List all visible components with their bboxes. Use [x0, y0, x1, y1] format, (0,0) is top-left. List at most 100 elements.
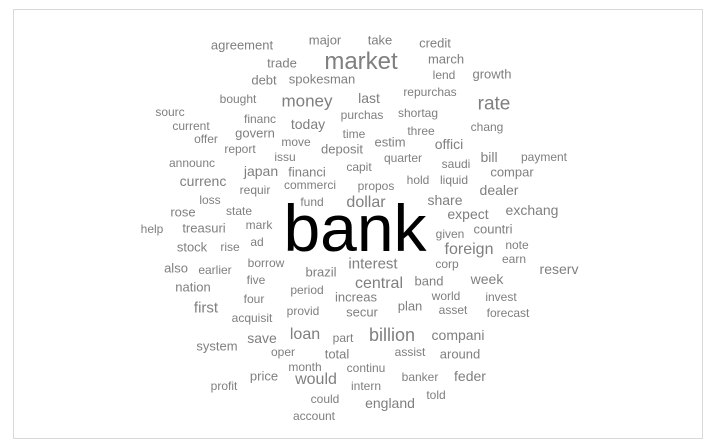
cloud-word-mark: mark [245, 218, 273, 232]
cloud-word-central: central [354, 275, 404, 292]
cloud-word-rate: rate [477, 93, 511, 115]
cloud-word-corp: corp [435, 257, 459, 271]
cloud-word-market: market [324, 48, 398, 75]
cloud-word-price: price [249, 368, 279, 384]
cloud-word-forecast: forecast [486, 306, 530, 320]
cloud-word-note: note [505, 238, 529, 252]
cloud-word-compar: compar [490, 164, 534, 180]
cloud-word-requir: requir [239, 183, 271, 197]
word-cloud-frame [13, 9, 703, 439]
cloud-word-shortag: shortag [397, 106, 439, 120]
cloud-word-ad: ad [250, 235, 264, 249]
cloud-word-nation: nation [175, 279, 211, 295]
cloud-word-also: also [164, 260, 188, 276]
cloud-word-five: five [246, 273, 266, 287]
cloud-word-rise: rise [220, 240, 240, 254]
cloud-word-financ: financ [243, 112, 277, 126]
cloud-word-provid: provid [286, 304, 320, 318]
cloud-word-offici: offici [434, 136, 464, 152]
cloud-word-trade: trade [267, 55, 297, 71]
cloud-word-account: account [292, 409, 336, 423]
cloud-word-estim: estim [374, 134, 406, 150]
cloud-word-banker: banker [401, 370, 439, 384]
cloud-word-system: system [196, 338, 238, 354]
cloud-word-govern: govern [235, 125, 275, 141]
cloud-word-feder: feder [454, 368, 486, 384]
cloud-word-invest: invest [485, 290, 517, 304]
cloud-word-week: week [470, 271, 504, 287]
cloud-word-plan: plan [397, 298, 423, 314]
cloud-word-payment: payment [520, 150, 568, 164]
cloud-word-japan: japan [243, 163, 279, 179]
cloud-word-world: world [431, 289, 461, 303]
cloud-word-could: could [310, 392, 340, 406]
cloud-word-agreement: agreement [210, 37, 274, 53]
cloud-word-month: month [288, 360, 322, 374]
cloud-word-report: report [224, 142, 256, 156]
cloud-word-rose: rose [170, 204, 196, 220]
cloud-word-treasuri: treasuri [182, 220, 226, 236]
cloud-word-march: march [427, 51, 465, 67]
cloud-word-growth: growth [472, 66, 512, 82]
cloud-word-around: around [439, 346, 481, 362]
cloud-word-propos: propos [357, 179, 395, 193]
cloud-word-lend: lend [432, 68, 456, 82]
cloud-word-commerci: commerci [283, 178, 337, 192]
cloud-word-given: given [435, 227, 465, 241]
cloud-word-current: current [172, 119, 210, 133]
cloud-word-credit: credit [419, 35, 451, 51]
cloud-word-bank: bank [283, 191, 427, 265]
cloud-word-help: help [140, 222, 164, 236]
cloud-word-state: state [225, 204, 253, 218]
cloud-word-earlier: earlier [198, 263, 232, 277]
cloud-word-compani: compani [431, 327, 485, 343]
cloud-word-first: first [193, 299, 219, 317]
cloud-word-capit: capit [346, 160, 372, 174]
cloud-word-oper: oper [270, 345, 296, 359]
cloud-word-earn: earn [501, 252, 527, 266]
cloud-word-bought: bought [219, 92, 257, 106]
cloud-word-profit: profit [210, 379, 238, 393]
cloud-word-band: band [414, 273, 444, 289]
cloud-word-sourc: sourc [155, 105, 185, 119]
cloud-word-secur: secur [346, 304, 378, 320]
cloud-word-england: england [365, 395, 415, 411]
cloud-word-four: four [243, 292, 265, 306]
cloud-word-foreign: foreign [444, 241, 494, 258]
cloud-word-interest: interest [348, 255, 398, 273]
cloud-word-brazil: brazil [305, 264, 337, 280]
cloud-word-time: time [342, 127, 366, 141]
cloud-word-money: money [281, 91, 333, 111]
cloud-word-continu: continu [346, 361, 386, 375]
cloud-word-dealer: dealer [479, 182, 519, 198]
cloud-word-debt: debt [251, 72, 277, 88]
cloud-word-told: told [426, 388, 446, 402]
cloud-word-repurchas: repurchas [403, 85, 457, 99]
cloud-word-currenc: currenc [179, 173, 227, 189]
cloud-word-spokesman: spokesman [288, 71, 356, 87]
cloud-word-take: take [367, 32, 393, 48]
cloud-word-assist: assist [394, 345, 426, 359]
cloud-word-saudi: saudi [441, 157, 471, 171]
cloud-word-three: three [407, 124, 435, 138]
cloud-word-today: today [290, 116, 326, 132]
cloud-word-increas: increas [335, 289, 377, 305]
cloud-word-financi: financi [288, 164, 326, 180]
cloud-word-share: share [427, 192, 463, 208]
cloud-word-bill: bill [480, 149, 498, 165]
cloud-word-would: would [295, 371, 337, 388]
cloud-word-borrow: borrow [247, 256, 285, 270]
cloud-word-announc: announc [168, 156, 216, 170]
cloud-word-quarter: quarter [383, 151, 423, 165]
cloud-word-exchang: exchang [505, 202, 559, 218]
cloud-word-major: major [308, 32, 342, 48]
cloud-word-asset: asset [438, 303, 468, 317]
cloud-word-hold: hold [406, 173, 430, 187]
cloud-word-last: last [358, 90, 380, 106]
cloud-word-period: period [290, 283, 324, 297]
cloud-word-stock: stock [176, 239, 208, 255]
cloud-word-reserv: reserv [539, 261, 579, 277]
cloud-word-loan: loan [289, 326, 321, 343]
cloud-word-purchas: purchas [340, 108, 384, 122]
